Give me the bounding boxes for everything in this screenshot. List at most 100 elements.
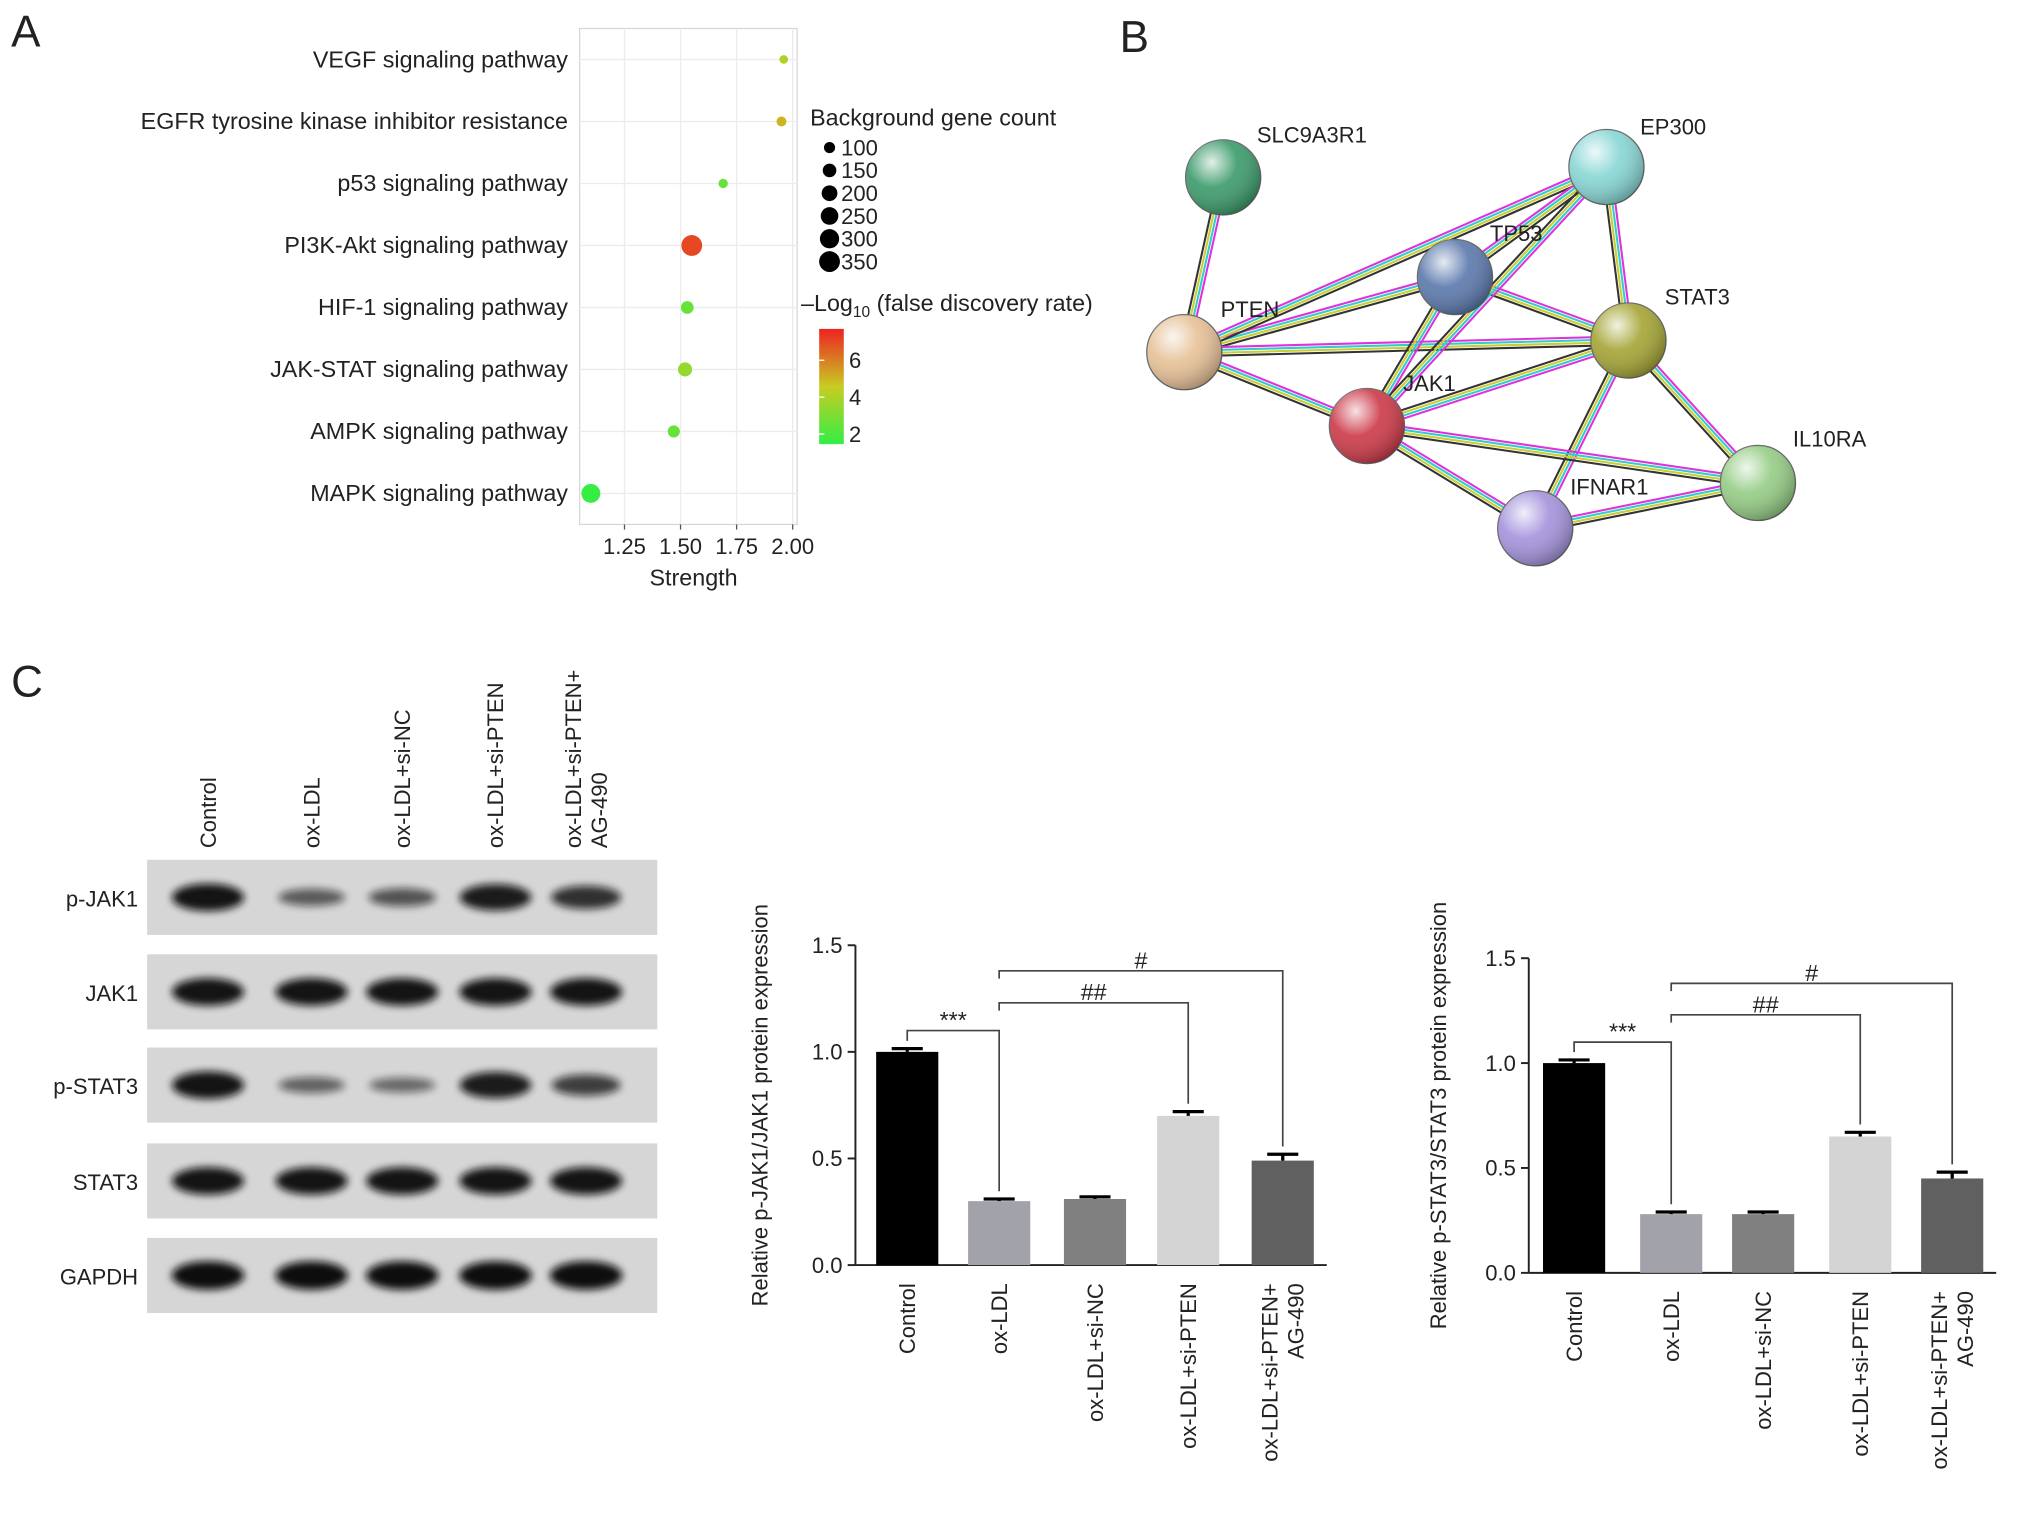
blot-band bbox=[172, 978, 244, 1006]
network-edge bbox=[1367, 343, 1631, 432]
error-bar bbox=[1558, 1058, 1590, 1064]
x-axis-title: Strength bbox=[650, 564, 738, 590]
error-bar bbox=[1747, 1210, 1779, 1215]
network-node-label: PTEN bbox=[1221, 297, 1280, 322]
blot-band bbox=[275, 1167, 348, 1195]
size-legend-dot bbox=[819, 229, 840, 249]
network-edge bbox=[1184, 340, 1629, 355]
size-legend-label: 100 bbox=[841, 135, 878, 160]
network-node-gloss bbox=[1590, 303, 1667, 379]
network-node-gloss bbox=[1185, 139, 1261, 215]
network: SLC9A3R1 EP300 TP53 PTEN STAT3 JAK1 IFNAR1 IL10… bbox=[1146, 115, 1867, 567]
significance-bracket bbox=[1670, 1014, 1862, 1125]
y-tick-label: 0.0 bbox=[812, 1253, 843, 1278]
blot-band bbox=[172, 1167, 244, 1195]
size-legend-label: 350 bbox=[841, 249, 878, 274]
dot bbox=[681, 235, 703, 256]
bar bbox=[1543, 1063, 1606, 1273]
dot bbox=[581, 483, 601, 503]
category-label: EGFR tyrosine kinase inhibitor resistanc… bbox=[141, 108, 568, 134]
x-tick-label: ox-LDL+si-NC bbox=[1751, 1291, 1776, 1430]
blot-band bbox=[551, 1074, 621, 1096]
significance-label: *** bbox=[940, 1007, 967, 1033]
significance-bracket bbox=[1670, 982, 1954, 1165]
network-edge bbox=[1184, 335, 1629, 349]
blot-band bbox=[549, 1261, 623, 1290]
colorbar-label: 6 bbox=[849, 348, 861, 373]
dot bbox=[667, 425, 680, 438]
significance-bracket bbox=[998, 1001, 1190, 1104]
blot-band bbox=[172, 1071, 244, 1099]
network-node-label: IL10RA bbox=[1793, 427, 1867, 452]
dot bbox=[680, 301, 694, 314]
bar bbox=[1251, 1160, 1314, 1266]
bar bbox=[1829, 1136, 1892, 1273]
bar bbox=[1063, 1198, 1127, 1266]
blot-band bbox=[550, 1167, 623, 1195]
network-edge bbox=[1365, 335, 1628, 423]
significance-label: *** bbox=[1609, 1019, 1636, 1045]
significance-label: # bbox=[1805, 960, 1818, 986]
network-node-gloss bbox=[1329, 388, 1405, 464]
colorbar-label: 2 bbox=[849, 422, 861, 447]
network-edge bbox=[1367, 167, 1609, 428]
network-node-gloss bbox=[1497, 490, 1573, 566]
x-tick-label: ox-LDL bbox=[1659, 1291, 1684, 1362]
dot-plot: 1.25 1.50 1.75 2.00 Strength VEGF signaling p… bbox=[141, 27, 1093, 590]
blot-band bbox=[172, 883, 244, 912]
significance-label: ## bbox=[1753, 991, 1779, 1017]
network-node-label: IFNAR1 bbox=[1570, 475, 1648, 500]
y-tick-label: 1.0 bbox=[812, 1040, 843, 1065]
y-axis-title: Relative p-STAT3/STAT3 protein expressio… bbox=[1426, 902, 1451, 1330]
network-node-label: STAT3 bbox=[1665, 284, 1730, 309]
blot-band bbox=[459, 1167, 532, 1195]
y-axis-title: Relative p-JAK1/JAK1 protein expression bbox=[747, 904, 772, 1306]
y-tick-label: 1.5 bbox=[1485, 946, 1516, 971]
lane-label: ox-LDL+si-PTEN+AG-490 bbox=[561, 670, 612, 849]
significance-bracket bbox=[998, 970, 1284, 1147]
blot-band bbox=[275, 1261, 348, 1290]
blot-band bbox=[551, 885, 622, 909]
network-edge bbox=[1366, 338, 1629, 426]
network-edges bbox=[1179, 162, 1762, 534]
size-legend-dot bbox=[819, 251, 840, 272]
blot-row-label: p-JAK1 bbox=[66, 886, 138, 911]
network-edge bbox=[1185, 170, 1609, 358]
network-edge bbox=[1366, 423, 1759, 483]
size-legend-title: Background gene count bbox=[810, 105, 1057, 131]
blot-band bbox=[459, 978, 532, 1006]
bar bbox=[1732, 1214, 1795, 1273]
lane-label: ox-LDL bbox=[299, 777, 324, 848]
size-legend-label: 150 bbox=[841, 158, 878, 183]
blot-row-label: p-STAT3 bbox=[53, 1074, 138, 1099]
significance-bracket bbox=[1573, 1041, 1673, 1205]
plot-area bbox=[578, 27, 798, 526]
panel-label: C bbox=[11, 658, 43, 707]
x-tick-label: ox-LDL+si-PTEN bbox=[1176, 1283, 1201, 1449]
significance-label: ## bbox=[1081, 979, 1107, 1005]
lane-label: ox-LDL+si-PTEN bbox=[483, 682, 508, 848]
network-node-gloss bbox=[1417, 239, 1493, 315]
panel-label: A bbox=[11, 8, 41, 57]
x-tick-label: 1.50 bbox=[659, 534, 702, 559]
x-tick-label: ox-LDL bbox=[987, 1283, 1012, 1354]
bar bbox=[876, 1051, 939, 1266]
network-edge bbox=[1183, 164, 1607, 352]
network-node-label: TP53 bbox=[1490, 221, 1543, 246]
error-bar bbox=[1079, 1195, 1111, 1199]
blot-band bbox=[368, 888, 436, 907]
network-node-gloss bbox=[1720, 445, 1796, 521]
y-tick-label: 1.0 bbox=[1485, 1051, 1516, 1076]
dot bbox=[677, 362, 693, 377]
blot-row-label: JAK1 bbox=[85, 981, 138, 1006]
bar bbox=[1157, 1115, 1220, 1266]
network-edge bbox=[1184, 167, 1608, 355]
lane-label: ox-LDL+si-NC bbox=[390, 709, 415, 848]
blot-row-label: STAT3 bbox=[73, 1170, 138, 1195]
color-legend-title-part: –Log bbox=[801, 290, 853, 316]
blot-band bbox=[278, 1077, 345, 1094]
category-label: HIF-1 signaling pathway bbox=[318, 294, 568, 320]
western-blot: Control ox-LDL ox-LDL+si-NC ox-LDL+si-PTEN o… bbox=[53, 670, 658, 1313]
blot-band bbox=[278, 888, 345, 906]
dot bbox=[776, 116, 787, 127]
